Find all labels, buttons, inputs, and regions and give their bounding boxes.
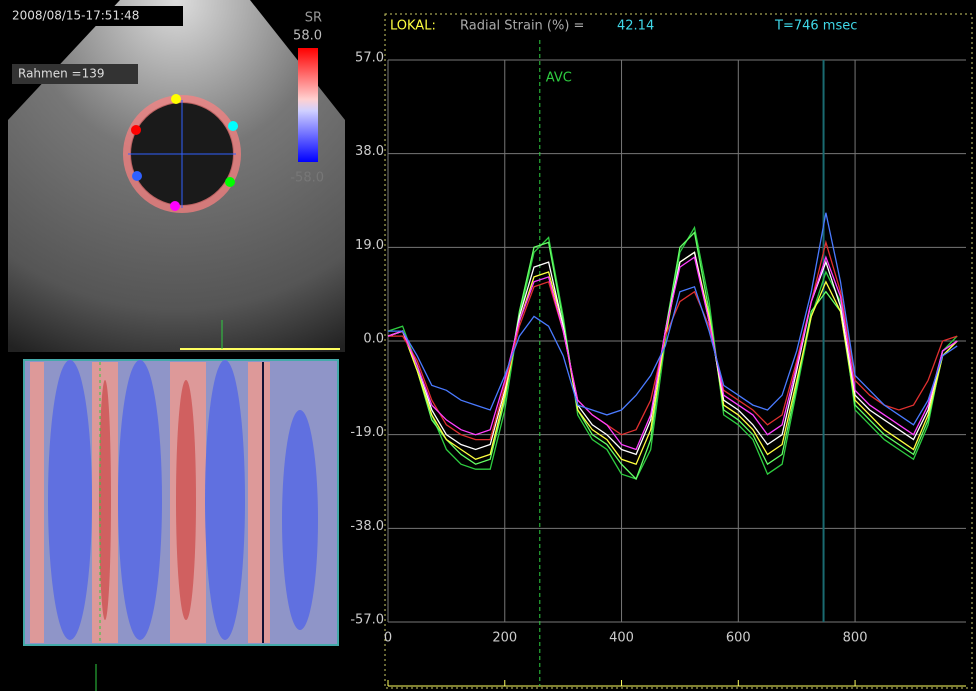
mmode-band <box>118 360 162 640</box>
y-tick-label: -38.0 <box>350 519 384 534</box>
y-tick-label: 57.0 <box>355 51 384 66</box>
y-tick-label: -57.0 <box>350 613 384 628</box>
readout-label: Radial Strain (%) = <box>460 19 584 34</box>
x-tick-label: 800 <box>843 631 868 646</box>
label-bg <box>12 64 138 84</box>
mmode-band <box>205 360 245 640</box>
roi-ring <box>123 95 241 213</box>
mmode-band <box>248 362 270 643</box>
annotation-label: AVC <box>546 71 572 86</box>
x-tick-label: 0 <box>384 631 392 646</box>
mmode-band <box>176 380 196 620</box>
roi-marker <box>170 201 180 211</box>
roi-marker <box>228 121 238 131</box>
label-bg <box>8 6 183 26</box>
readout-time: T=746 msec <box>774 19 857 34</box>
roi-marker <box>225 177 235 187</box>
readout-prefix: LOKAL: <box>390 19 436 34</box>
y-tick-label: 0.0 <box>363 332 384 347</box>
timestamp: 2008/08/15-17:51:48 <box>12 9 139 23</box>
roi-marker <box>131 125 141 135</box>
scale-max: 58.0 <box>293 29 322 44</box>
roi-marker <box>132 171 142 181</box>
y-tick-label: 19.0 <box>355 238 384 253</box>
mmode-band <box>30 362 44 643</box>
color-scale <box>298 48 318 162</box>
readout-value: 42.14 <box>617 19 654 34</box>
series-line <box>387 255 958 451</box>
scale-title: SR <box>305 11 322 26</box>
y-tick-label: 38.0 <box>355 144 384 159</box>
x-tick-label: 400 <box>609 631 634 646</box>
y-tick-label: -19.0 <box>350 425 384 440</box>
x-tick-label: 600 <box>726 631 751 646</box>
series-line <box>387 231 958 481</box>
mmode-band <box>99 380 111 620</box>
mmode-band <box>282 410 318 630</box>
mmode-band <box>48 360 92 640</box>
chart-frame <box>384 13 973 689</box>
roi-marker <box>171 94 181 104</box>
frame-label: Rahmen =139 <box>18 67 104 81</box>
x-tick-label: 200 <box>492 631 517 646</box>
series-line <box>388 212 958 426</box>
scale-min: -58.0 <box>290 171 324 186</box>
